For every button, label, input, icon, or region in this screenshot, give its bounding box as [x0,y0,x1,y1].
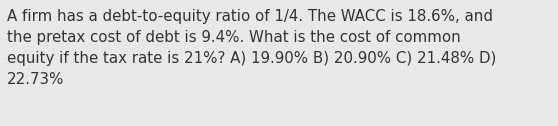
Text: A firm has a debt-to-equity ratio of 1/4. The WACC is 18.6%, and
the pretax cost: A firm has a debt-to-equity ratio of 1/4… [7,9,496,87]
